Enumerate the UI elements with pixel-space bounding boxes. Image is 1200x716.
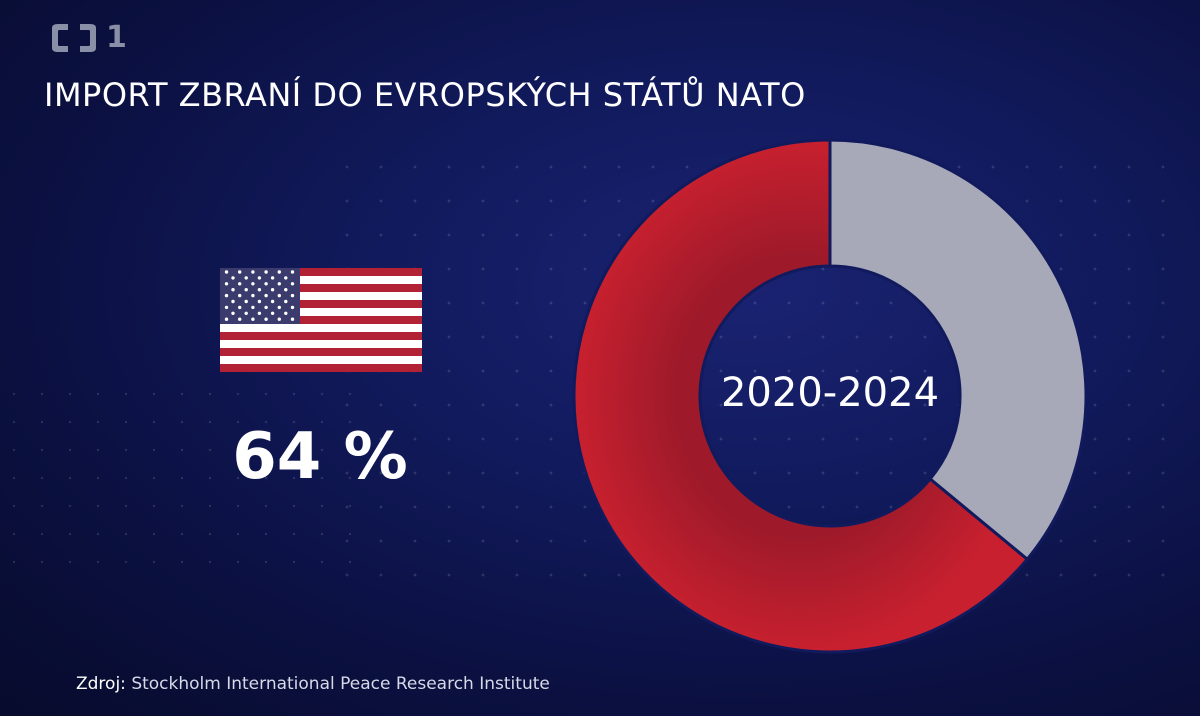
us-flag-icon <box>220 268 422 372</box>
source-name: Stockholm International Peace Research I… <box>131 674 550 694</box>
source-prefix: Zdroj: <box>76 674 126 694</box>
source-note: Zdroj: Stockholm International Peace Res… <box>76 674 550 694</box>
channel-logo: 1 <box>48 22 127 54</box>
ct1-logo-icon <box>52 24 96 52</box>
logo-text: 1 <box>106 20 127 55</box>
chart-title: IMPORT ZBRANÍ DO EVROPSKÝCH STÁTŮ NATO <box>44 76 806 114</box>
period-label: 2020-2024 <box>720 370 940 416</box>
share-value-label: 64 % <box>232 420 408 494</box>
background-dot-pattern-left <box>0 380 360 580</box>
donut-slice-1 <box>828 138 1088 562</box>
donut-slice-0 <box>572 138 1030 654</box>
donut-chart <box>572 138 1088 654</box>
